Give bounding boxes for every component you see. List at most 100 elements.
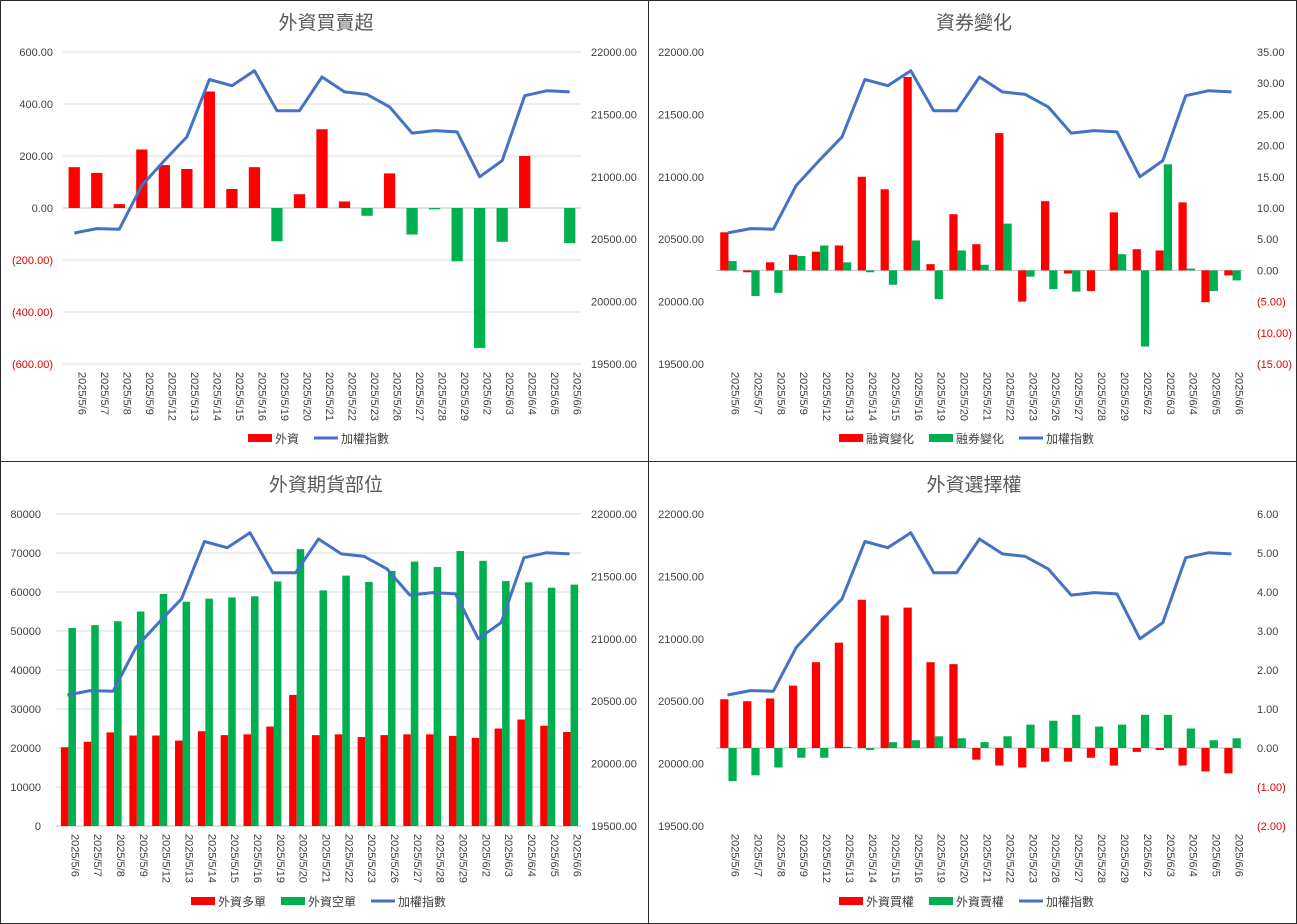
legend-swatch xyxy=(929,434,953,442)
bar-series1 xyxy=(496,208,508,242)
bar-series2 xyxy=(774,748,783,768)
bar-series2 xyxy=(1140,270,1150,347)
legend-label: 加權指數 xyxy=(1046,431,1094,446)
bar-series2 xyxy=(547,587,556,826)
bar-series1 xyxy=(334,734,343,826)
legend-swatch xyxy=(839,897,863,905)
left-axis-tick-label: 60000 xyxy=(10,587,41,599)
left-axis-tick-label: 80000 xyxy=(10,509,41,521)
x-axis-category-label: 2025/5/12 xyxy=(820,834,832,883)
bar-series1 xyxy=(451,208,463,262)
right-axis-tick-label: 15.00 xyxy=(1257,172,1285,184)
bar-series1 xyxy=(494,728,503,826)
bar-series1 xyxy=(766,698,775,748)
x-axis-category-label: 2025/5/8 xyxy=(120,372,132,415)
x-axis-category-label: 2025/5/20 xyxy=(301,372,313,421)
bar-series1 xyxy=(1178,202,1187,271)
bar-series2 xyxy=(797,256,806,271)
legend-swatch xyxy=(248,434,272,442)
right-axis-tick-label: 22000.00 xyxy=(591,47,637,59)
left-axis-tick-label: 21500.00 xyxy=(658,109,704,121)
bar-series2 xyxy=(433,567,442,826)
x-axis-category-label: 2025/5/28 xyxy=(436,372,448,421)
bar-series1 xyxy=(357,737,366,826)
bar-series2 xyxy=(136,611,145,826)
x-axis-category-label: 2025/5/14 xyxy=(210,372,222,421)
x-axis-category-label: 2025/6/2 xyxy=(1141,834,1153,877)
index-line xyxy=(727,69,1232,235)
bar-series2 xyxy=(296,549,305,826)
legend-label: 加權指數 xyxy=(398,894,446,909)
x-axis-category-label: 2025/5/26 xyxy=(1049,372,1061,421)
x-axis-category-label: 2025/5/29 xyxy=(457,834,469,883)
bar-series1 xyxy=(857,599,866,748)
x-axis-category-label: 2025/5/13 xyxy=(843,834,855,883)
bar-series1 xyxy=(428,208,441,210)
bar-series2 xyxy=(843,262,852,271)
bar-series1 xyxy=(926,264,935,271)
right-axis-tick-label: 0.00 xyxy=(1257,265,1278,277)
bar-series2 xyxy=(1117,254,1127,271)
left-axis-tick-label: 20500.00 xyxy=(658,696,704,708)
bar-series1 xyxy=(1155,250,1164,271)
bar-series1 xyxy=(474,208,486,348)
x-axis-category-label: 2025/5/6 xyxy=(729,834,741,877)
right-axis-tick-label: (5.00) xyxy=(1257,297,1286,309)
bar-series2 xyxy=(502,581,510,826)
bar-series1 xyxy=(266,726,274,826)
right-axis-tick-label: 2.00 xyxy=(1257,665,1278,677)
right-axis-tick-label: 21500.00 xyxy=(591,571,637,583)
bar-series1 xyxy=(1178,748,1187,766)
bar-series1 xyxy=(380,735,388,826)
chart-panel-foreign-net-buy: 外資買賣超 (600.00) (400.00) (200.00) 0.00 200.00… xyxy=(0,0,649,462)
bar-series1 xyxy=(311,735,320,826)
legend-label: 外資買權 xyxy=(866,895,914,909)
x-axis-category-label: 2025/6/4 xyxy=(1187,372,1199,415)
bar-series1 xyxy=(226,189,238,208)
bar-series2 xyxy=(1209,270,1218,291)
bar-series2 xyxy=(410,561,419,826)
bar-series2 xyxy=(159,593,168,826)
left-axis-tick-label: 19500.00 xyxy=(658,359,704,371)
bar-series2 xyxy=(319,590,328,826)
bar-series1 xyxy=(91,172,103,208)
right-axis-tick-label: 5.00 xyxy=(1257,234,1278,246)
bar-series1 xyxy=(857,176,866,271)
x-axis-category-label: 2025/5/23 xyxy=(1026,372,1038,421)
bar-series1 xyxy=(203,91,216,208)
bar-series1 xyxy=(1063,270,1073,274)
bar-series1 xyxy=(106,732,115,826)
bar-series1 xyxy=(136,149,148,208)
bar-series1 xyxy=(880,615,889,748)
bar-series1 xyxy=(743,270,752,273)
bar-series1 xyxy=(949,214,958,271)
bar-series2 xyxy=(524,582,533,826)
x-axis-category-label: 2025/5/28 xyxy=(434,834,446,883)
bar-series2 xyxy=(342,575,350,826)
right-axis-tick-label: 20500.00 xyxy=(591,234,637,246)
right-axis-tick-label: 3.00 xyxy=(1257,626,1278,638)
x-axis-category-label: 2025/5/23 xyxy=(365,834,377,883)
x-axis-category-label: 2025/5/19 xyxy=(278,372,290,421)
x-axis-category-label: 2025/5/22 xyxy=(346,372,358,421)
x-axis-category-label: 2025/5/16 xyxy=(255,372,267,421)
x-axis-category-label: 2025/6/4 xyxy=(525,834,537,877)
bar-series2 xyxy=(1163,164,1173,271)
bar-series2 xyxy=(774,270,783,293)
x-axis-category-label: 2025/5/28 xyxy=(1095,372,1107,421)
x-axis-category-label: 2025/5/23 xyxy=(368,372,380,421)
x-axis-category-label: 2025/5/8 xyxy=(774,834,786,877)
right-axis-tick-label: 30.00 xyxy=(1257,78,1285,90)
bar-series2 xyxy=(888,270,898,285)
x-axis-category-label: 2025/6/4 xyxy=(1187,834,1199,877)
x-axis-category-label: 2025/6/3 xyxy=(502,834,514,877)
chart-svg-foreign-net-buy: 外資買賣超 (600.00) (400.00) (200.00) 0.00 200.00… xyxy=(12,12,637,446)
x-axis-category-label: 2025/6/2 xyxy=(481,372,493,415)
bar-series1 xyxy=(788,685,798,748)
bar-series1 xyxy=(834,245,844,271)
x-axis-category-label: 2025/5/26 xyxy=(391,372,403,421)
chart-title: 外資買賣超 xyxy=(278,12,373,34)
bar-series2 xyxy=(1186,728,1195,748)
x-axis-category-label: 2025/5/16 xyxy=(912,372,924,421)
left-axis-tick-label: 10000 xyxy=(10,782,41,794)
